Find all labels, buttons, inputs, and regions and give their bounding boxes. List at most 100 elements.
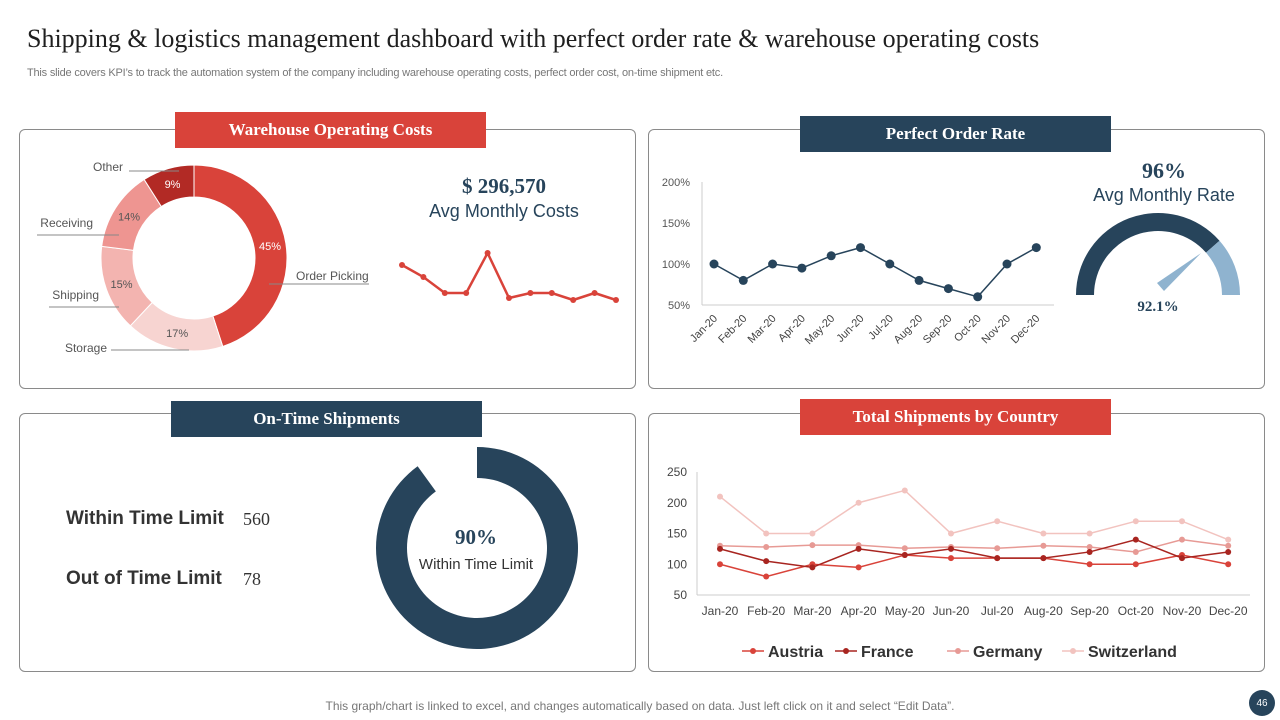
- donut-value-label: 14%: [118, 212, 140, 224]
- country-point-austria: [1225, 561, 1232, 568]
- por-point: [973, 292, 983, 302]
- por-x-tick: Feb-20: [716, 313, 749, 346]
- gauge-needle: [1157, 253, 1201, 291]
- perfect-order-gauge: 92.1%: [1076, 213, 1240, 315]
- por-point: [943, 284, 953, 294]
- por-point: [738, 275, 748, 285]
- country-line-germany: [719, 538, 1229, 553]
- on-time-banner: On-Time Shipments: [171, 401, 482, 437]
- country-point-switzerland: [948, 530, 954, 537]
- por-x-tick: Jan-20: [688, 313, 720, 345]
- on-time-ring-value: 90%: [455, 525, 497, 549]
- por-x-tick: Sep-20: [921, 313, 955, 347]
- legend-label-france: France: [861, 644, 914, 661]
- cost-trend-point: [591, 290, 598, 296]
- country-x-tick: Oct-20: [1118, 604, 1154, 618]
- country-x-tick: Mar-20: [793, 604, 831, 618]
- country-y-tick: 100: [667, 557, 687, 571]
- country-x-tick: Dec-20: [1209, 604, 1248, 618]
- country-y-tick: 150: [667, 527, 687, 541]
- country-point-switzerland: [763, 530, 770, 537]
- country-point-germany: [1179, 536, 1185, 543]
- cost-trend-point: [570, 297, 577, 303]
- cost-trend-point: [463, 290, 470, 296]
- donut-category-label: Other: [93, 160, 123, 174]
- legend-swatch-dot: [1070, 648, 1076, 654]
- within-time-value: 560: [243, 509, 270, 529]
- country-line-switzerland: [719, 489, 1229, 541]
- cost-trend-line: [401, 250, 617, 302]
- ring-filled-arc: [376, 447, 578, 649]
- donut-value-label: 45%: [259, 241, 281, 253]
- country-point-germany: [763, 544, 770, 551]
- donut-category-label: Shipping: [52, 288, 99, 302]
- country-x-tick: Feb-20: [747, 604, 785, 618]
- por-point: [1031, 243, 1041, 253]
- country-x-tick: Nov-20: [1163, 604, 1202, 618]
- country-point-switzerland: [1086, 530, 1093, 537]
- country-point-germany: [1040, 542, 1047, 549]
- por-point: [826, 251, 836, 261]
- donut-category-label: Receiving: [40, 216, 93, 230]
- perfect-order-line-chart: 50%100%150%200%Jan-20Feb-20Mar-20Apr-20M…: [662, 177, 1054, 347]
- out-of-time-value: 78: [243, 569, 261, 589]
- por-x-tick: Mar-20: [746, 313, 779, 346]
- donut-slice-other: [143, 164, 195, 208]
- country-point-germany: [1132, 548, 1139, 555]
- country-y-tick: 200: [667, 496, 687, 510]
- country-shipments-line-chart: 50 100 150 200 250 Jan-20 Feb-20 Mar-20 Apr-20 Ma…: [667, 465, 1250, 661]
- cost-trend-point: [613, 297, 619, 303]
- gauge-filled-arc: [1076, 213, 1220, 295]
- country-y-tick: 250: [667, 465, 687, 479]
- country-point-austria: [855, 564, 862, 571]
- legend-label-austria: Austria: [768, 644, 823, 661]
- gauge-remainder-arc: [1206, 240, 1240, 295]
- country-point-germany: [809, 542, 816, 549]
- legend-swatch-dot: [750, 648, 756, 654]
- country-point-switzerland: [901, 487, 908, 494]
- country-point-austria: [717, 561, 723, 568]
- perfect-order-banner: Perfect Order Rate: [800, 116, 1111, 152]
- warehouse-avg-label: Avg Monthly Costs: [429, 201, 579, 221]
- country-point-germany: [901, 545, 908, 552]
- por-y-tick: 200%: [662, 177, 690, 189]
- cost-trend-point: [527, 290, 534, 296]
- por-point: [856, 243, 865, 253]
- country-line-france: [719, 538, 1229, 569]
- country-point-germany: [1225, 542, 1232, 549]
- page-subtitle: This slide covers KPI’s to track the aut…: [27, 67, 723, 79]
- country-point-switzerland: [855, 499, 862, 506]
- country-point-france: [717, 545, 723, 552]
- page-title: Shipping & logistics management dashboar…: [27, 24, 1040, 53]
- country-point-switzerland: [717, 493, 723, 500]
- country-point-france: [1040, 555, 1047, 562]
- country-x-tick: May-20: [885, 604, 925, 618]
- country-point-switzerland: [1179, 518, 1185, 525]
- country-x-tick: Apr-20: [841, 604, 877, 618]
- cost-trend-point: [506, 295, 512, 301]
- por-point: [797, 263, 807, 273]
- por-x-tick: Dec-20: [1009, 313, 1043, 347]
- cost-trend-point: [441, 290, 448, 296]
- perfect-order-panel: [648, 129, 1265, 389]
- por-y-tick: 150%: [662, 218, 690, 230]
- on-time-ring-chart: [376, 447, 578, 649]
- out-of-time-label: Out of Time Limit: [66, 568, 222, 589]
- country-x-tick: Jul-20: [981, 604, 1014, 618]
- cost-trend-point: [484, 250, 491, 256]
- country-x-tick: Sep-20: [1070, 604, 1109, 618]
- gauge-value-label: 92.1%: [1137, 299, 1178, 315]
- on-time-ring-label: Within Time Limit: [418, 556, 534, 573]
- warehouse-costs-banner: Warehouse Operating Costs: [175, 112, 486, 148]
- country-point-france: [901, 552, 908, 559]
- country-point-austria: [1132, 561, 1139, 568]
- country-point-switzerland: [1040, 530, 1047, 537]
- country-shipments-panel: [648, 413, 1265, 672]
- por-x-tick: Aug-20: [892, 313, 926, 347]
- country-point-switzerland: [994, 518, 1001, 525]
- country-shipments-banner: Total Shipments by Country: [800, 399, 1111, 435]
- por-y-tick: 100%: [662, 259, 690, 271]
- donut-category-label: Storage: [65, 341, 107, 355]
- por-point: [885, 259, 895, 269]
- por-point: [768, 259, 778, 269]
